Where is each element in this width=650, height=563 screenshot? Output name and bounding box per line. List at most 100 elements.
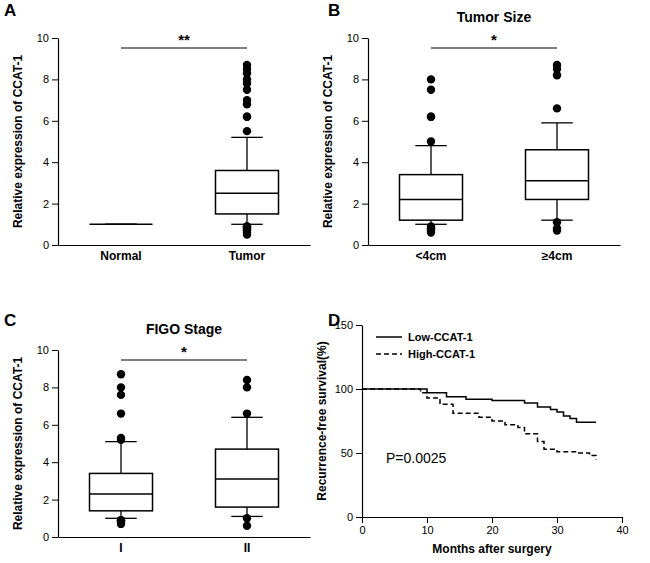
tick-mark <box>52 204 58 205</box>
legend-label: High-CCAT-1 <box>408 348 475 360</box>
x-axis: NormalTumor <box>59 245 311 263</box>
outlier <box>243 222 251 230</box>
tick: 6 <box>353 115 368 127</box>
median <box>90 493 153 495</box>
median <box>216 193 279 195</box>
tick-label: 8 <box>43 73 49 85</box>
tick: 50 <box>341 447 362 459</box>
tick-mark <box>52 537 58 538</box>
tick: 8 <box>43 73 58 85</box>
tick-mark <box>492 517 493 523</box>
x-axis: III <box>59 537 311 555</box>
outlier <box>427 75 435 83</box>
tick-mark <box>427 517 428 523</box>
p-value: P=0.0025 <box>386 450 447 466</box>
median <box>400 199 463 201</box>
axis-line <box>58 351 59 538</box>
tick-label: 10 <box>347 32 359 44</box>
tick-label: 10 <box>37 32 49 44</box>
axis-line <box>58 39 59 246</box>
y-axis-title: Relative expression of CCAT-1 <box>11 357 25 530</box>
survival-curve <box>362 389 596 459</box>
tick-label: 0 <box>43 239 49 251</box>
plot-area <box>400 61 589 237</box>
outlier <box>427 86 435 94</box>
figure: ARelative expression of CCAT-10246810Nor… <box>0 0 650 563</box>
axis-line <box>59 245 311 246</box>
plot-area <box>362 389 596 459</box>
title: Tumor Size <box>457 9 532 25</box>
y-axis: 0246810 <box>37 344 59 543</box>
tick-mark <box>52 121 58 122</box>
tick-label: 6 <box>353 115 359 127</box>
axis-line <box>369 245 621 246</box>
whisker <box>246 137 247 170</box>
box <box>90 224 153 226</box>
tick-mark <box>362 38 368 39</box>
tick: 6 <box>43 419 58 431</box>
box <box>526 150 589 200</box>
tick: 10 <box>421 517 433 536</box>
outlier <box>243 222 251 230</box>
outlier <box>243 409 251 417</box>
tick-mark <box>362 162 368 163</box>
tick-label: I <box>119 541 122 555</box>
x-axis: <4cm ≥4cm <box>369 245 621 263</box>
outlier <box>117 409 125 417</box>
box-plot <box>216 376 279 530</box>
axis-line <box>59 537 311 538</box>
plot-area <box>90 370 279 530</box>
tick: 0 <box>43 239 58 251</box>
tick-label: ≥4cm <box>542 249 573 263</box>
y-axis: 0246810 <box>347 32 369 251</box>
significance-label: * <box>181 343 187 360</box>
outlier <box>427 112 435 120</box>
y-axis-title: Relative expression of CCAT-1 <box>321 55 335 228</box>
legend-label: Low-CCAT-1 <box>408 331 473 343</box>
outlier <box>427 137 435 145</box>
outlier <box>427 112 435 120</box>
outlier <box>243 376 251 384</box>
tick: 4 <box>43 456 58 468</box>
whisker <box>246 417 247 449</box>
tick: Normal <box>100 245 141 263</box>
tick: 10 <box>37 32 58 44</box>
median <box>526 180 589 182</box>
whisker <box>556 123 557 150</box>
tick: 30 <box>551 517 563 536</box>
tick-mark <box>362 517 363 523</box>
tick: 0 <box>353 239 368 251</box>
tick-mark <box>52 245 58 246</box>
tick-label: 10 <box>37 344 49 356</box>
legend-swatch <box>376 336 402 338</box>
tick: 2 <box>43 494 58 506</box>
tick-label: 4 <box>43 156 49 168</box>
title: FIGO Stage <box>146 321 222 337</box>
tick-label: 30 <box>551 524 563 536</box>
whisker-cap <box>541 122 573 123</box>
outlier <box>243 96 251 104</box>
outlier <box>553 218 561 226</box>
outlier <box>117 516 125 524</box>
tick-mark <box>622 517 623 523</box>
outlier <box>427 222 435 230</box>
tick-mark <box>52 387 58 388</box>
tick-mark <box>356 517 362 518</box>
outlier <box>117 370 125 378</box>
box-plot <box>526 61 589 235</box>
outlier <box>243 383 251 391</box>
whisker <box>430 146 431 175</box>
outlier <box>243 127 251 135</box>
whisker-cap <box>231 137 263 138</box>
tick-label: 2 <box>353 198 359 210</box>
tick-mark <box>362 79 368 80</box>
axis-line <box>362 326 363 518</box>
tick-label: 100 <box>335 383 353 395</box>
panel-label: C <box>4 311 16 330</box>
outlier <box>243 61 251 69</box>
tick-mark <box>557 517 558 523</box>
tick-label: <4cm <box>415 249 446 263</box>
tick-label: Normal <box>100 249 141 263</box>
whisker <box>120 442 121 474</box>
tick: 20 <box>486 517 498 536</box>
